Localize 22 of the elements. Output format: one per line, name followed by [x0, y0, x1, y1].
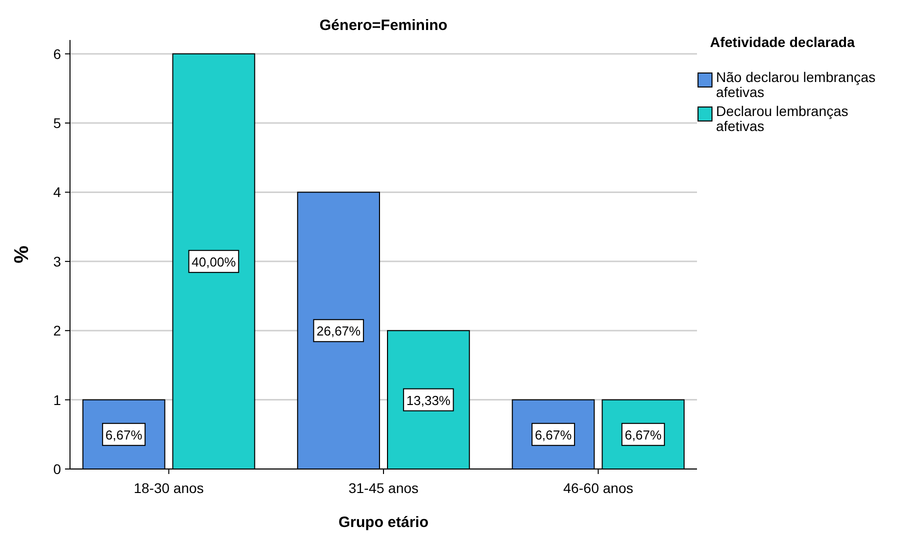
annotation: 6,67% — [534, 427, 572, 442]
legend-title: Afetividade declarada — [710, 34, 855, 50]
annotation: 26,67% — [316, 324, 362, 339]
y-axis-title: % — [11, 245, 33, 264]
y-tick-label: 6 — [53, 46, 62, 62]
x-tick-label: 46-60 anos — [563, 480, 634, 496]
chart-title: Género=Feminino — [320, 17, 448, 34]
y-tick-label: 2 — [53, 322, 62, 339]
y-tick-label: 1 — [53, 392, 62, 408]
legend-label: Não declarou lembranças afetivas — [716, 69, 876, 100]
y-tick-label: 5 — [53, 115, 62, 132]
y-tick-label: 4 — [53, 184, 62, 200]
annotation: 6,67% — [624, 427, 662, 442]
annotation: 6,67% — [105, 427, 143, 442]
y-tick-label: 3 — [53, 253, 62, 270]
annotation: 40,00% — [192, 254, 236, 270]
x-axis-title: Grupo etário — [338, 514, 429, 531]
x-tick-label: 18-30 anos — [134, 480, 204, 496]
annotation: 13,33% — [406, 392, 451, 408]
legend-label: Declarou lembranças afetivas — [716, 103, 848, 134]
x-tick-label: 31-45 anos — [348, 480, 419, 496]
y-tick-label: 0 — [53, 461, 62, 477]
